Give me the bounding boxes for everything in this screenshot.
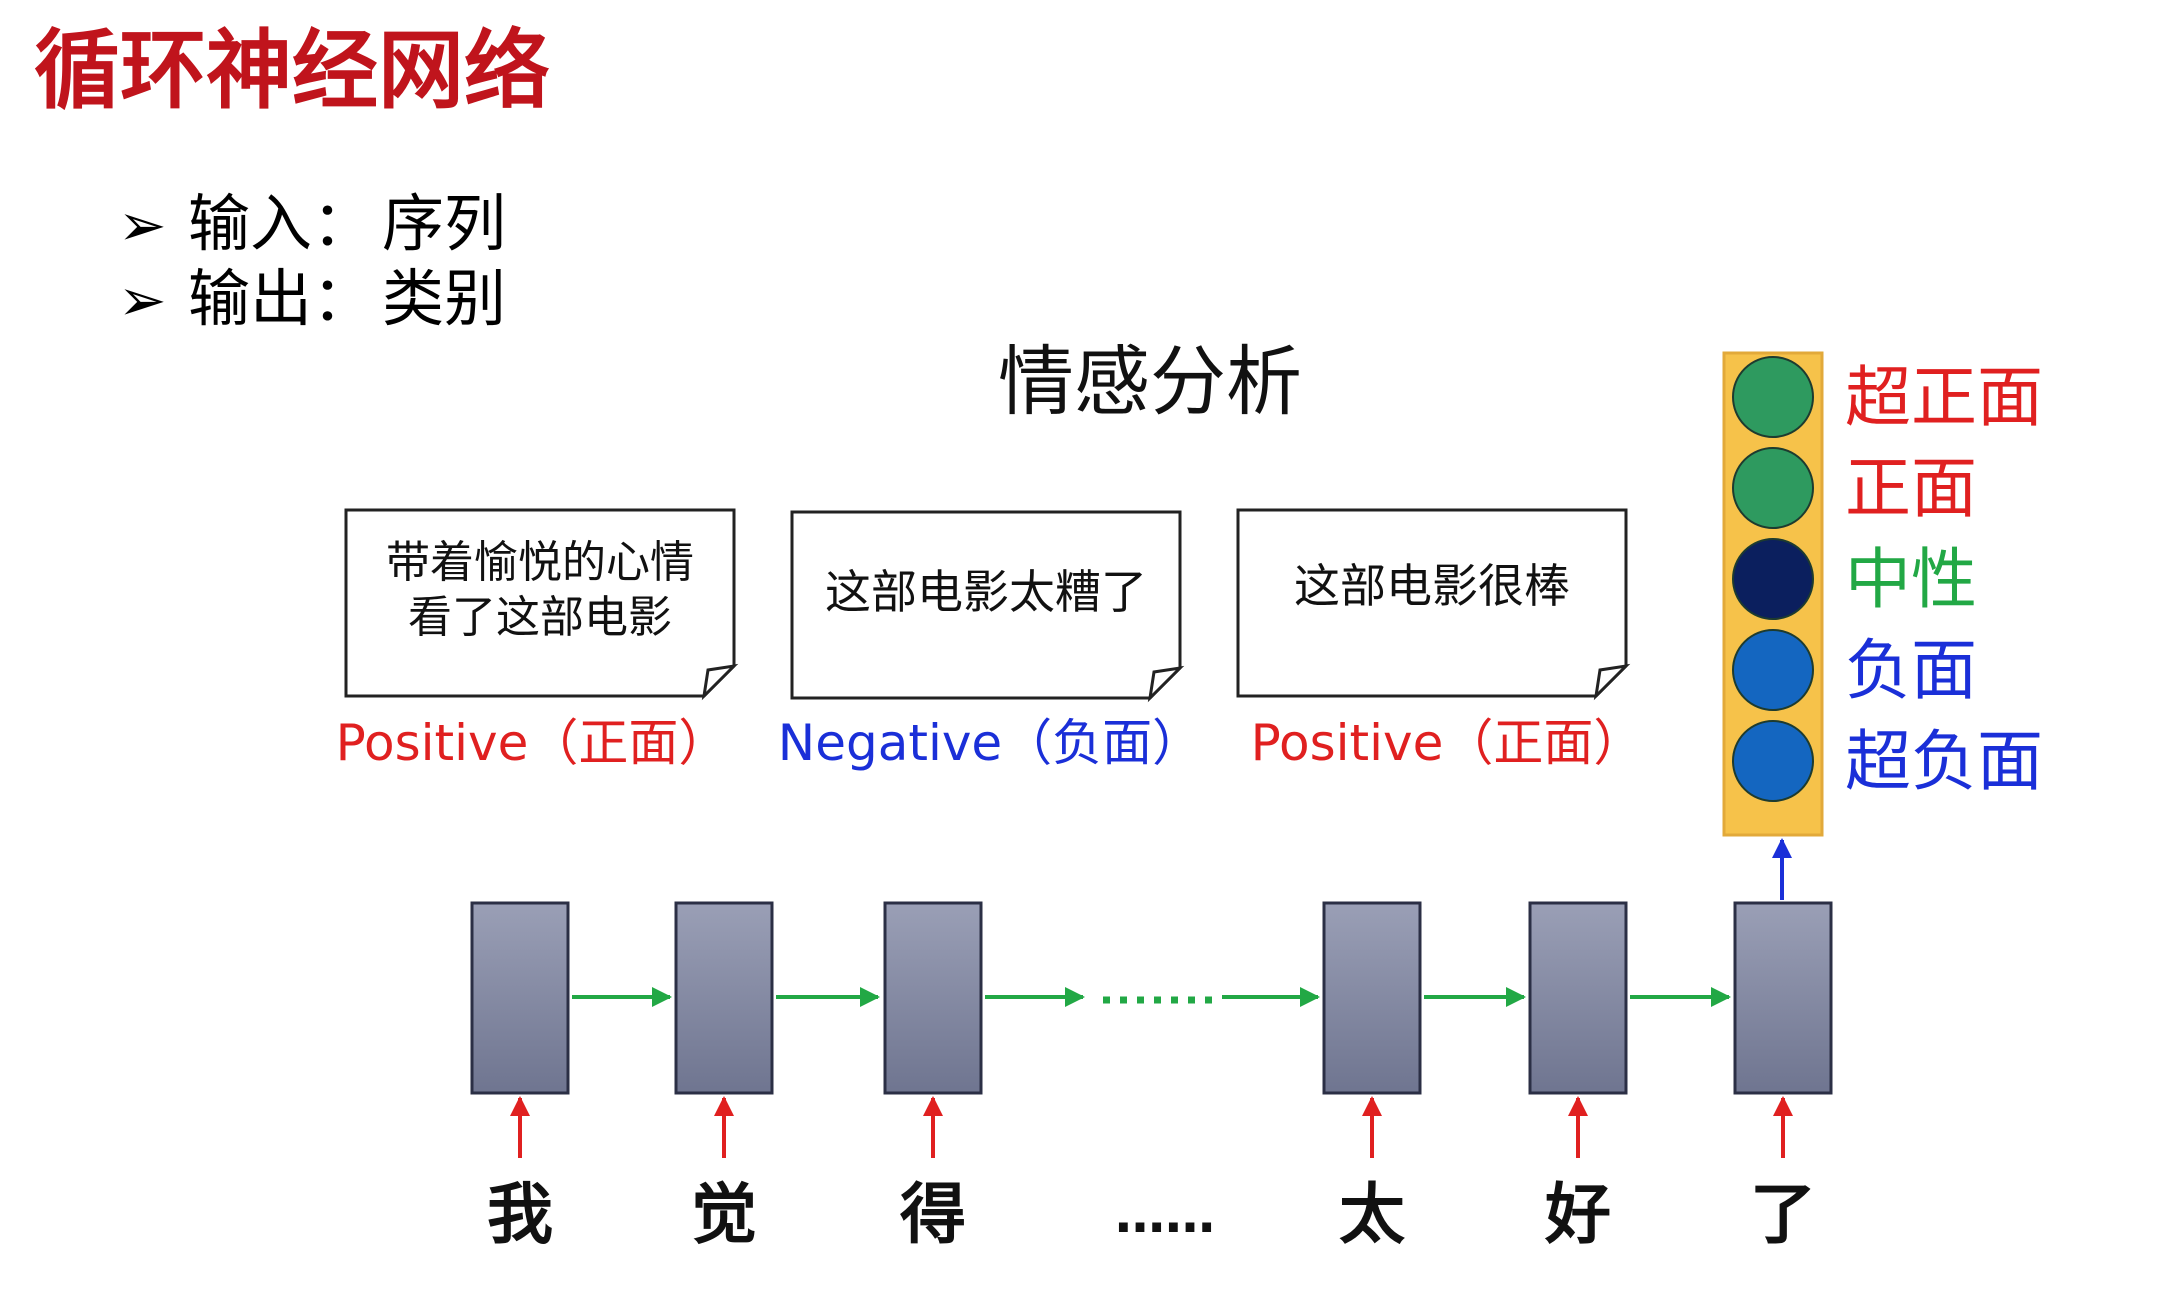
example-text-line: 看了这部电影 <box>408 592 672 643</box>
output-class-label: 中性 <box>1845 541 1977 618</box>
note-fold <box>1147 665 1185 703</box>
output-class-node <box>1732 629 1814 711</box>
rnn-cell <box>470 901 570 1095</box>
output-class-label: 负面 <box>1845 632 1977 709</box>
rnn-cell <box>1528 901 1628 1095</box>
rnn-cells <box>470 901 1833 1095</box>
example-card: 这部电影太糟了 <box>790 510 1185 703</box>
example-card: 这部电影很棒 <box>1236 508 1631 701</box>
sequence-token: 了 <box>1750 1176 1816 1253</box>
bullet-label: 输入： <box>188 187 374 260</box>
bullet-item: ➢ 输入： 序列 <box>118 187 506 260</box>
example-text-line: 带着愉悦的心情 <box>386 537 694 588</box>
bullet-marker: ➢ <box>118 191 167 259</box>
example-text-line: 这部电影很棒 <box>1294 559 1570 613</box>
sequence-token: 得 <box>900 1176 966 1253</box>
rnn-cell <box>1322 901 1422 1095</box>
sequence-token: …… <box>1115 1186 1215 1244</box>
output-class-node <box>1732 538 1814 620</box>
note-fold <box>1593 663 1631 701</box>
example-label: Negative（负面） <box>778 714 1202 772</box>
diagram-title: 情感分析 <box>998 337 1302 426</box>
rnn-cell <box>883 901 983 1095</box>
rnn-cell <box>674 901 774 1095</box>
example-text-line: 这部电影太糟了 <box>825 565 1147 619</box>
output-class-label: 超负面 <box>1845 723 2043 800</box>
output-class-node <box>1732 720 1814 802</box>
output-class-node <box>1732 356 1814 438</box>
bullet-list: ➢ 输入： 序列 ➢ 输出： 类别 <box>118 187 506 335</box>
sequence-token: 觉 <box>691 1176 757 1253</box>
output-class-node <box>1732 447 1814 529</box>
sequence-token: 太 <box>1339 1176 1405 1253</box>
output-class-label: 正面 <box>1845 450 1977 527</box>
output-class-label: 超正面 <box>1845 359 2043 436</box>
note-fold <box>701 663 739 701</box>
example-label: Positive（正面） <box>336 714 729 772</box>
sequence-token: 我 <box>487 1176 553 1253</box>
rnn-cell <box>1733 901 1833 1095</box>
bullet-label: 输出： <box>188 262 374 335</box>
bullet-value: 序列 <box>382 187 506 260</box>
input-arrows <box>510 1096 1793 1158</box>
bullet-item: ➢ 输出： 类别 <box>118 262 506 335</box>
example-label: Positive（正面） <box>1251 714 1644 772</box>
example-card: 带着愉悦的心情 看了这部电影 <box>344 508 739 701</box>
bullet-value: 类别 <box>382 262 506 335</box>
sequence-tokens: 我 觉 得 …… 太 好 了 <box>487 1176 1816 1253</box>
sequence-token: 好 <box>1544 1176 1611 1253</box>
bullet-marker: ➢ <box>118 266 167 334</box>
recurrent-arrows <box>572 987 1731 1007</box>
slide-title: 循环神经网络 <box>34 23 550 119</box>
